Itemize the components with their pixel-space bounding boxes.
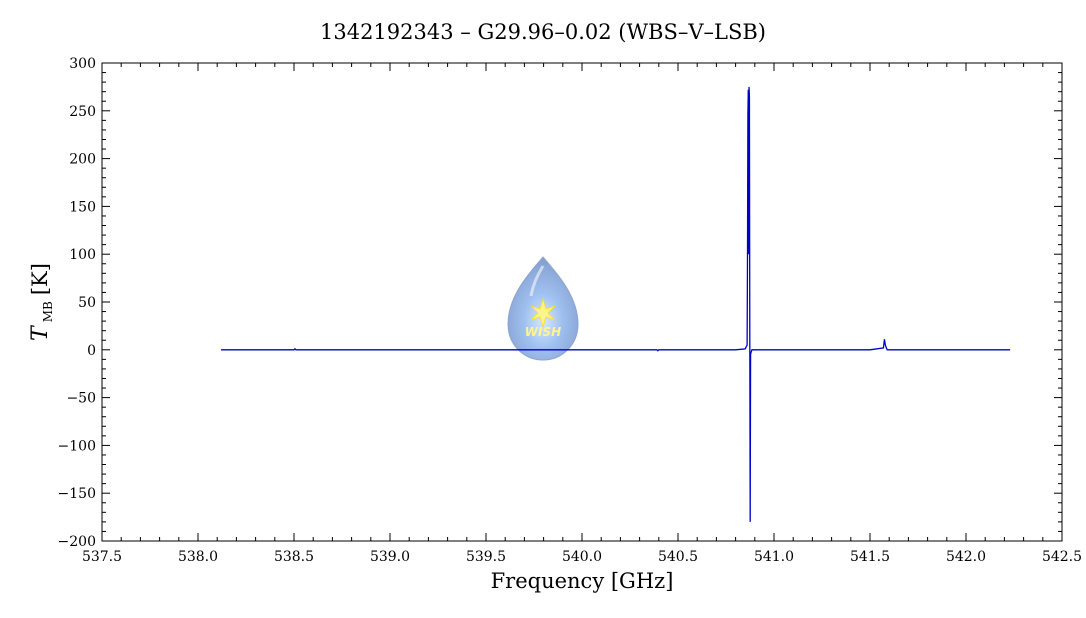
x-tick-label: 539.5 (466, 549, 506, 565)
y-tick-label: 0 (87, 343, 96, 359)
y-tick-label: 200 (69, 152, 96, 168)
plot-frame (101, 62, 1063, 542)
y-tick-label: −200 (58, 534, 96, 550)
x-tick-label: 538.0 (178, 549, 218, 565)
x-tick-label: 541.5 (850, 549, 890, 565)
x-axis-label: Frequency [GHz] (491, 569, 674, 593)
y-tick-label: −50 (66, 391, 96, 407)
y-axis-tick-labels: −200 −150 −100 −50 0 50 100 150 200 250 300 (58, 56, 96, 550)
x-tick-label: 541.0 (754, 549, 794, 565)
x-tick-label: 542.0 (946, 549, 986, 565)
series-line (221, 86, 1011, 522)
y-axis-ticks (102, 62, 1062, 542)
y-tick-label: 50 (78, 295, 96, 311)
x-tick-label: 538.5 (274, 549, 314, 565)
svg-text:TMB[K]: T MB [K] (28, 263, 55, 341)
y-tick-label: 100 (69, 247, 96, 263)
x-tick-label: 540.0 (562, 549, 602, 565)
x-axis-ticks (101, 63, 1063, 541)
x-tick-label: 539.0 (370, 549, 410, 565)
x-tick-label: 537.5 (82, 549, 122, 565)
y-tick-label: −100 (58, 438, 96, 454)
y-axis-label: T MB [K] (28, 263, 55, 341)
y-axis-subscript: MB (41, 301, 55, 322)
chart-title: 1342192343 – G29.96–0.02 (WBS–V–LSB) (320, 20, 766, 44)
x-axis-tick-labels: 537.5 538.0 538.5 539.0 539.5 540.0 540.5 541.0… (82, 549, 1082, 565)
star-icon (530, 297, 556, 329)
y-axis-symbol: T (28, 324, 53, 341)
y-tick-label: 250 (69, 104, 96, 120)
y-tick-label: 300 (69, 56, 96, 72)
y-tick-label: −150 (58, 486, 96, 502)
x-tick-label: 542.5 (1042, 549, 1082, 565)
x-tick-label: 540.5 (658, 549, 698, 565)
watermark-logo: WISH (507, 256, 579, 361)
y-tick-label: 150 (69, 199, 96, 215)
y-axis-unit: [K] (28, 263, 52, 295)
watermark-text: WISH (525, 325, 561, 339)
